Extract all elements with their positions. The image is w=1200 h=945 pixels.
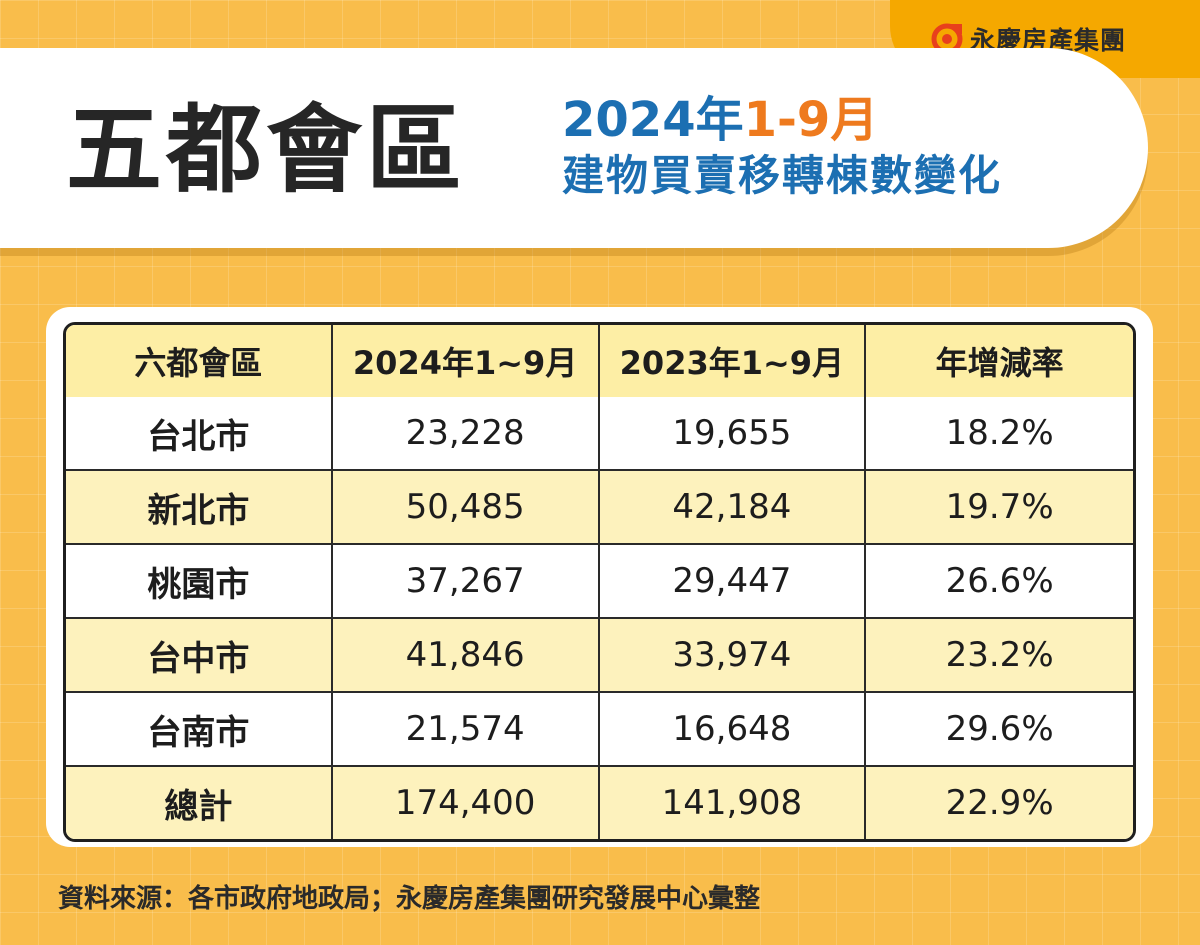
column-header: 年增減率 xyxy=(866,325,1133,397)
table-card: 六都會區 2024年1~9月 2023年1~9月 年增減率 台北市 23,228… xyxy=(46,307,1153,847)
table-cell: 33,974 xyxy=(599,619,867,693)
table-cell: 50,485 xyxy=(332,471,600,545)
table-cell: 26.6% xyxy=(866,545,1133,619)
table-cell: 18.2% xyxy=(866,397,1133,471)
table-cell: 23.2% xyxy=(866,619,1133,693)
table-row: 新北市 50,485 42,184 19.7% xyxy=(66,471,1133,545)
table-cell: 19,655 xyxy=(599,397,867,471)
table-header-row: 六都會區 2024年1~9月 2023年1~9月 年增減率 xyxy=(66,325,1133,397)
table-cell: 29,447 xyxy=(599,545,867,619)
source-note: 資料來源：各市政府地政局；永慶房產集團研究發展中心彙整 xyxy=(58,884,761,914)
row-label: 台南市 xyxy=(66,693,333,767)
table-cell: 141,908 xyxy=(599,767,867,839)
column-header: 六都會區 xyxy=(66,325,333,397)
data-table: 六都會區 2024年1~9月 2023年1~9月 年增減率 台北市 23,228… xyxy=(63,322,1136,842)
table-row: 台南市 21,574 16,648 29.6% xyxy=(66,693,1133,767)
sub-title-topic: 建物買賣移轉棟數變化 xyxy=(562,151,1003,200)
page-title: 五都會區 xyxy=(66,94,466,206)
column-header: 2023年1~9月 xyxy=(599,325,867,397)
table-total-row: 總計 174,400 141,908 22.9% xyxy=(66,767,1133,839)
row-label: 總計 xyxy=(66,767,333,839)
column-header: 2024年1~9月 xyxy=(332,325,600,397)
sub-title-year: 2024年 xyxy=(562,92,744,148)
row-label: 台北市 xyxy=(66,397,333,471)
title-banner: 五都會區 2024年1-9月 建物買賣移轉棟數變化 xyxy=(0,48,1148,248)
table-cell: 19.7% xyxy=(866,471,1133,545)
table-cell: 22.9% xyxy=(866,767,1133,839)
table-cell: 37,267 xyxy=(332,545,600,619)
table-cell: 29.6% xyxy=(866,693,1133,767)
sub-title-range: 1-9月 xyxy=(743,92,879,148)
row-label: 台中市 xyxy=(66,619,333,693)
table-row: 台中市 41,846 33,974 23.2% xyxy=(66,619,1133,693)
table-cell: 174,400 xyxy=(332,767,600,839)
table-row: 桃園市 37,267 29,447 26.6% xyxy=(66,545,1133,619)
table-cell: 21,574 xyxy=(332,693,600,767)
table-cell: 16,648 xyxy=(599,693,867,767)
sub-title-period: 2024年1-9月 xyxy=(562,90,1002,150)
table-cell: 23,228 xyxy=(332,397,600,471)
row-label: 桃園市 xyxy=(66,545,333,619)
table-row: 台北市 23,228 19,655 18.2% xyxy=(66,397,1133,471)
table-cell: 41,846 xyxy=(332,619,600,693)
sub-title: 2024年1-9月 建物買賣移轉棟數變化 xyxy=(562,90,1002,203)
table-cell: 42,184 xyxy=(599,471,867,545)
row-label: 新北市 xyxy=(66,471,333,545)
